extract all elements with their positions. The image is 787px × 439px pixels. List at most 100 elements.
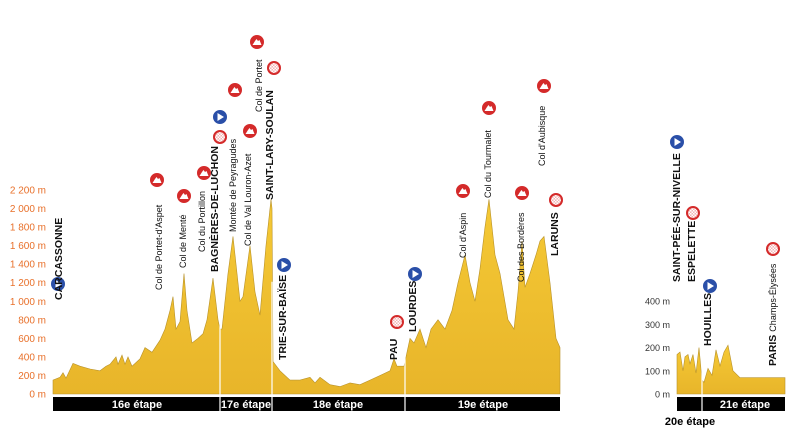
mountain-glyph xyxy=(179,193,189,199)
play-glyph xyxy=(217,113,224,121)
mountain-glyph xyxy=(245,128,255,134)
checkered-glyph xyxy=(768,244,778,254)
chart-1: 0 m 200 m 400 m 600 m 800 m 1 000 m 1 200 m 1 4… xyxy=(10,34,564,411)
finish-marker: PAU xyxy=(388,314,405,360)
marker-label-text: TRIE-SUR-BAÏSE xyxy=(276,275,289,360)
y-tick-label: 600 m xyxy=(18,334,46,345)
marker-label-text: Col de Portet xyxy=(254,59,264,112)
town-label: SAINT-PÉE-SUR-NIVELLE xyxy=(670,153,683,282)
climb-label: Col d'Aspin xyxy=(458,213,468,258)
play-glyph xyxy=(412,270,419,278)
chart-2: 0 m 100 m 200 m 300 m 400 m 20e étape 21e étap… xyxy=(645,134,786,428)
climb-label: Col du Tourmalet xyxy=(483,130,493,198)
finish-marker: LARUNS xyxy=(548,192,564,256)
y-tick-label: 200 m xyxy=(18,371,46,382)
climb-label: Col du Portillon xyxy=(197,191,207,252)
stage-band xyxy=(677,397,785,411)
mountain-glyph xyxy=(517,190,527,196)
y-tick-label: 400 m xyxy=(645,297,670,307)
y-tick-label: 1 600 m xyxy=(10,241,46,252)
town-label: CARCASSONNE xyxy=(53,218,65,300)
marker-label-text: ESPELETTE xyxy=(686,221,698,282)
marker-label-text: Col des Bordères xyxy=(516,212,526,282)
play-glyph xyxy=(281,261,288,269)
y-tick-label: 2 200 m xyxy=(10,186,46,197)
stage-label: 17e étape xyxy=(221,399,271,411)
y-tick-label: 0 m xyxy=(29,390,46,401)
climb-marker: Col des Bordères xyxy=(514,185,530,282)
marker-label-text: Montée de Peyragudes xyxy=(228,138,238,232)
climb-label: Col de Val Louron-Azet xyxy=(243,153,253,246)
marker-label-text: PAU xyxy=(388,339,400,360)
finish-marker: PARIS Champs-Élysées xyxy=(765,241,781,366)
marker-label-text: PARIS xyxy=(767,335,779,366)
climb-label: Col d'Aubisque xyxy=(537,106,547,166)
marker-label-text: Col de Portet-d'Aspet xyxy=(154,204,164,290)
stage-label: 18e étape xyxy=(313,399,363,411)
climb-label: Col des Bordères xyxy=(516,212,526,282)
stage-band xyxy=(53,397,560,411)
mountain-glyph xyxy=(199,170,209,176)
town-label: PARIS Champs-Élysées xyxy=(767,263,779,366)
stage-label: 19e étape xyxy=(458,399,508,411)
marker-sublabel: Champs-Élysées xyxy=(768,263,778,332)
climb-label: Col de Portet xyxy=(254,59,264,112)
y-tick-label: 1 400 m xyxy=(10,260,46,271)
elevation-profile-area xyxy=(676,344,786,395)
marker-label-text: HOUILLES xyxy=(702,293,714,346)
elevation-profile-area xyxy=(52,199,561,395)
climb-marker: Col du Tourmalet xyxy=(481,100,497,198)
climb-marker: Col de Portet xyxy=(249,34,265,112)
town-label: LOURDES xyxy=(407,281,419,332)
mountain-glyph xyxy=(152,177,162,183)
climb-label: Montée de Peyragudes xyxy=(228,138,238,232)
marker-label-text: SAINT-PÉE-SUR-NIVELLE xyxy=(670,153,683,282)
finish-marker: SAINT-LARY-SOULAN xyxy=(264,60,282,200)
checkered-glyph xyxy=(392,317,402,327)
play-glyph xyxy=(55,280,62,288)
y-tick-label: 1 200 m xyxy=(10,278,46,289)
marker-label-text: Col du Tourmalet xyxy=(483,130,493,198)
climb-marker: Col de Portet-d'Aspet xyxy=(149,172,165,290)
start-marker: CARCASSONNE xyxy=(50,218,66,300)
play-glyph xyxy=(707,282,714,290)
town-label: PAU xyxy=(388,339,400,360)
finish-marker: ESPELETTE xyxy=(685,205,701,282)
climb-marker: Col du Portillon xyxy=(196,165,212,252)
marker-label-text: LOURDES xyxy=(407,281,419,332)
start-marker: HOUILLES xyxy=(702,278,718,346)
town-label: HOUILLES xyxy=(702,293,714,346)
stage-label: 16e étape xyxy=(112,399,162,411)
y-tick-label: 0 m xyxy=(655,390,670,400)
checkered-glyph xyxy=(215,132,225,142)
town-label: TRIE-SUR-BAÏSE xyxy=(276,275,289,360)
finish-marker: BAGNÈRES-DE-LUCHON xyxy=(208,129,228,272)
marker-label-text: SAINT-LARY-SOULAN xyxy=(264,90,276,200)
town-label: ESPELETTE xyxy=(686,221,698,282)
marker-label-text: Col de Val Louron-Azet xyxy=(243,153,253,246)
y-tick-label: 800 m xyxy=(18,315,46,326)
marker-label-text: BAGNÈRES-DE-LUCHON xyxy=(208,146,221,272)
start-marker: SAINT-PÉE-SUR-NIVELLE xyxy=(669,134,685,282)
climb-marker: Col d'Aspin xyxy=(455,183,471,258)
mountain-glyph xyxy=(252,39,262,45)
checkered-glyph xyxy=(269,63,279,73)
mountain-glyph xyxy=(458,188,468,194)
start-marker: TRIE-SUR-BAÏSE xyxy=(276,257,292,360)
town-label: SAINT-LARY-SOULAN xyxy=(264,90,276,200)
marker-label-text: Col de Menté xyxy=(178,214,188,268)
marker-label-text: Col du Portillon xyxy=(197,191,207,252)
climb-marker: Montée de Peyragudes xyxy=(227,82,243,232)
climb-marker: Col de Val Louron-Azet xyxy=(242,123,258,246)
town-label: LARUNS xyxy=(549,212,561,256)
start-marker xyxy=(212,109,228,125)
climb-marker: Col de Menté xyxy=(176,188,192,268)
y-tick-label: 2 000 m xyxy=(10,204,46,215)
mountain-glyph xyxy=(539,83,549,89)
climb-label: Col de Menté xyxy=(178,214,188,268)
y-tick-label: 300 m xyxy=(645,320,670,330)
stage-label: 20e étape xyxy=(665,416,715,428)
y-tick-label: 1 000 m xyxy=(10,297,46,308)
marker-label-text: LARUNS xyxy=(549,212,561,256)
